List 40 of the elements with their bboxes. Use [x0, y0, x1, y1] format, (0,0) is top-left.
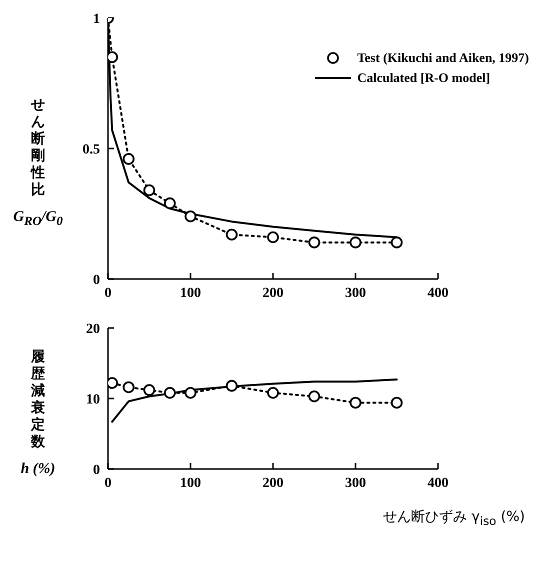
x-tick-label: 0	[104, 286, 112, 301]
point	[226, 380, 238, 392]
x-tick-label: 0	[104, 476, 112, 491]
point	[122, 381, 135, 394]
y-tick-label: 0	[93, 462, 100, 478]
text: せん断剛性比 G$_{RO}$/G$_{0}$	[13, 97, 63, 228]
y-axis-title: 履歴減衰定数 h (%)	[20, 348, 56, 476]
x-tick-label: 400	[428, 286, 448, 301]
y-tick-label: 10	[86, 392, 100, 408]
point	[184, 386, 196, 399]
x-axis-title: せん断ひずみ γ$_{iso}$ (%)	[383, 509, 525, 528]
point	[390, 236, 403, 248]
x-tick-label: 300	[345, 476, 366, 491]
point	[164, 386, 176, 399]
point	[122, 153, 135, 165]
point	[308, 390, 320, 402]
x-tick-label: 100	[180, 286, 201, 301]
point	[390, 396, 403, 409]
x-tick-label: 200	[262, 286, 284, 301]
y-tick-label: 1	[93, 12, 100, 27]
y-tick-label: 20	[86, 322, 100, 337]
point	[164, 197, 176, 210]
point	[184, 210, 196, 222]
y-tick-label: 0.5	[82, 142, 100, 158]
point	[350, 396, 362, 409]
x-tick-label: 100	[180, 476, 201, 491]
line-series	[111, 378, 398, 423]
x-tick-label: 300	[345, 286, 366, 301]
y-tick-label: 0	[93, 272, 100, 288]
x-tick-label: 400	[428, 476, 448, 491]
legend-label: Calculated [R-O model]	[357, 69, 490, 87]
x-tick-label: 200	[262, 476, 284, 491]
point	[267, 386, 279, 399]
point	[226, 228, 238, 241]
point	[350, 236, 362, 248]
point	[143, 184, 156, 196]
point	[308, 236, 320, 248]
point	[143, 384, 156, 396]
legend-label: Test (Kikuchi and Aiken, 1997)	[357, 49, 529, 67]
point	[267, 231, 279, 244]
